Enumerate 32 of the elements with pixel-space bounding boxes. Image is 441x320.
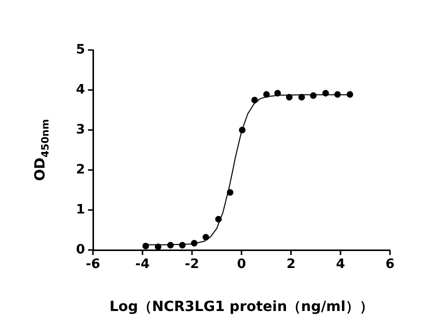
x-tick-label: 0 [236,257,246,272]
point [226,189,234,196]
point [167,242,174,248]
point [190,240,198,246]
point [251,96,258,104]
point [179,242,186,248]
x-axis-title: Log（NCR3LG1 protein（ng/ml）） [109,299,374,316]
point [142,242,150,250]
point [298,94,305,100]
x-tick-label: 6 [385,257,395,272]
y-tick-label: 2 [76,162,85,178]
y-tick-label: 3 [76,122,85,138]
point [238,126,246,134]
y-tick-label: 5 [76,42,85,58]
y-tick-label: 1 [76,202,85,218]
x-tick-label: 2 [286,257,296,272]
y-tick-label: 0 [76,242,85,258]
point [310,92,317,99]
x-tick-label: -4 [135,257,150,272]
x-tick-label: -2 [184,257,200,272]
point [286,94,293,100]
point [274,90,281,96]
point [346,91,354,98]
point [334,91,341,98]
point [215,216,222,222]
x-tick-label: -6 [86,257,100,272]
point [154,244,162,250]
point [202,234,210,240]
point [322,90,329,96]
point [263,91,270,98]
y-tick-label: 4 [76,82,85,98]
x-tick-label: 4 [336,257,346,272]
